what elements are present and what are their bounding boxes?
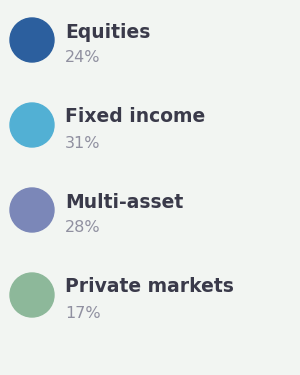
Text: 31%: 31% — [65, 135, 100, 150]
Text: 24%: 24% — [65, 51, 100, 66]
Ellipse shape — [10, 188, 54, 232]
Text: 17%: 17% — [65, 306, 100, 321]
Text: Equities: Equities — [65, 22, 150, 42]
Text: Private markets: Private markets — [65, 278, 234, 297]
Ellipse shape — [10, 103, 54, 147]
Ellipse shape — [10, 273, 54, 317]
Text: 28%: 28% — [65, 220, 100, 236]
Text: Fixed income: Fixed income — [65, 108, 205, 126]
Ellipse shape — [10, 18, 54, 62]
Text: Multi-asset: Multi-asset — [65, 192, 183, 211]
